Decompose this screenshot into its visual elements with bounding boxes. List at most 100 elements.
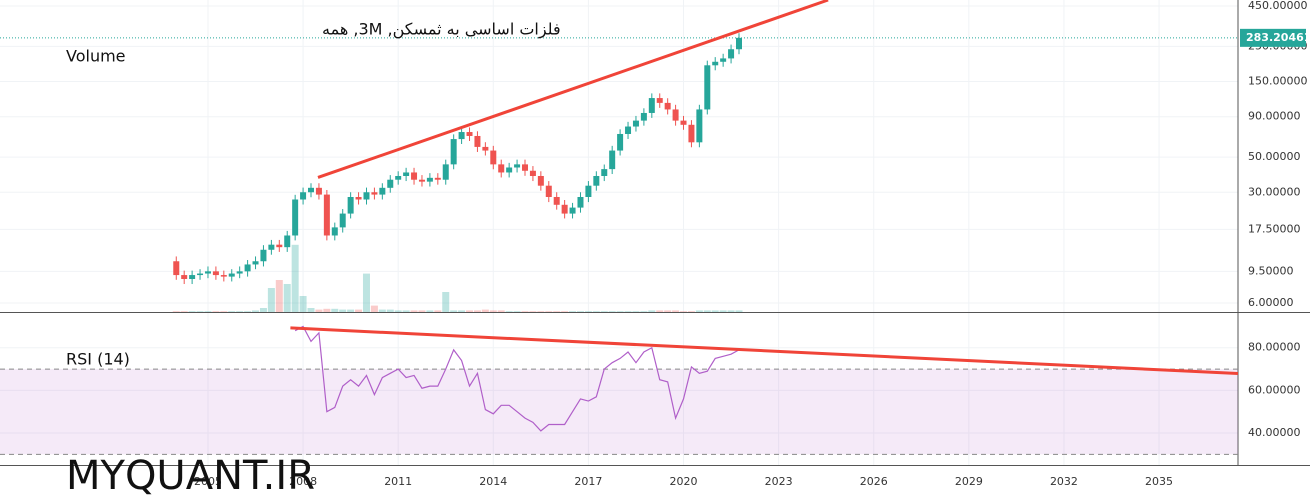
volume-bar <box>291 244 299 312</box>
volume-bar <box>569 311 577 312</box>
candle-body <box>212 271 219 276</box>
volume-bar <box>481 309 489 312</box>
candle-body <box>371 192 378 195</box>
candle-body <box>728 49 735 59</box>
rsi-band <box>0 369 1238 455</box>
x-tick-label: 2017 <box>574 475 602 488</box>
volume-bar <box>719 310 727 312</box>
volume-bar <box>616 311 624 312</box>
volume-bar <box>537 311 545 312</box>
volume-bar <box>315 309 323 312</box>
volume-bar <box>640 311 648 312</box>
candle-body <box>506 167 513 173</box>
candle-body <box>173 261 180 276</box>
candle-body <box>323 194 330 236</box>
candle-body <box>632 120 639 127</box>
volume-bar <box>600 311 608 312</box>
candle-body <box>593 175 600 186</box>
last-price-label: 283.20461 <box>1246 31 1310 44</box>
volume-bar <box>624 311 632 312</box>
volume-bar <box>196 311 204 312</box>
volume-bar <box>220 311 228 312</box>
candle-body <box>561 204 568 214</box>
candle-body <box>181 275 188 279</box>
volume-bar <box>188 311 196 312</box>
candle-body <box>498 164 505 173</box>
last-price-box <box>1240 28 1306 47</box>
candle-body <box>569 207 576 214</box>
candle-body <box>688 124 695 143</box>
volume-bar <box>339 309 347 312</box>
candle-body <box>680 120 687 125</box>
candle-body <box>315 187 322 195</box>
volume-bar <box>180 311 188 312</box>
x-tick-label: 2014 <box>479 475 507 488</box>
rsi-line <box>294 325 740 432</box>
volume-bar <box>529 311 537 312</box>
volume-bar <box>228 311 236 312</box>
volume-bar <box>394 310 402 312</box>
volume-bar <box>386 309 394 312</box>
volume-bar <box>212 311 220 312</box>
volume-bar <box>489 310 497 312</box>
volume-bar <box>608 311 616 312</box>
candle-body <box>426 177 433 182</box>
watermark: MYQUANT.IR <box>66 453 315 496</box>
y-tick-label: 17.50000 <box>1248 222 1301 235</box>
volume-bar <box>299 296 307 312</box>
volume-bar <box>711 310 719 312</box>
candle-body <box>220 275 227 277</box>
candle-body <box>418 179 425 182</box>
trend-line <box>290 326 1238 376</box>
volume-bar <box>695 310 703 312</box>
volume-bar <box>378 309 386 312</box>
volume-bar <box>355 309 363 312</box>
volume-label: Volume <box>66 47 126 66</box>
volume-bar <box>362 273 370 312</box>
volume-bar <box>236 311 244 312</box>
candle-body <box>347 196 354 214</box>
candle-body <box>625 126 632 134</box>
candle-body <box>395 175 402 180</box>
candle-body <box>704 65 711 110</box>
x-tick-label: 2011 <box>384 475 412 488</box>
candle-body <box>403 172 410 176</box>
chart-title: فلزات اساسی به ثمسکن, 3M, همه <box>322 20 561 40</box>
volume-bar <box>418 310 426 312</box>
volume-bar <box>402 310 410 312</box>
candle-body <box>735 37 742 50</box>
candle-body <box>300 192 307 200</box>
volume-bar <box>735 310 743 312</box>
x-tick-label: 2026 <box>860 475 888 488</box>
x-tick-label: 2029 <box>955 475 983 488</box>
candle-body <box>450 139 457 165</box>
candle-body <box>363 192 370 200</box>
x-tick-label: 2032 <box>1050 475 1078 488</box>
candle-body <box>228 273 235 277</box>
candle-body <box>617 133 624 151</box>
x-tick-label: 2008 <box>289 475 317 488</box>
volume-bar <box>442 292 450 312</box>
candle-body <box>522 164 529 171</box>
candle-body <box>577 196 584 208</box>
volume-bar <box>307 308 315 312</box>
y-tick-label: 150.00000 <box>1248 75 1308 88</box>
volume-bar <box>521 311 529 312</box>
candle-body <box>189 275 196 279</box>
candle-body <box>490 150 497 165</box>
candle-body <box>339 213 346 228</box>
volume-bar <box>204 311 212 312</box>
candle-body <box>276 244 283 248</box>
trend-line <box>317 0 829 179</box>
y-tick-label: 9.50000 <box>1248 264 1294 277</box>
volume-bar <box>656 310 664 312</box>
y-tick-label: 40.00000 <box>1248 426 1301 439</box>
candle-body <box>585 185 592 197</box>
volume-bar <box>592 311 600 312</box>
candle-body <box>379 187 386 195</box>
candle-body <box>474 135 481 147</box>
candle-body <box>387 179 394 188</box>
volume-bar <box>331 308 339 312</box>
volume-bar <box>561 311 569 312</box>
candle-body <box>529 170 536 176</box>
